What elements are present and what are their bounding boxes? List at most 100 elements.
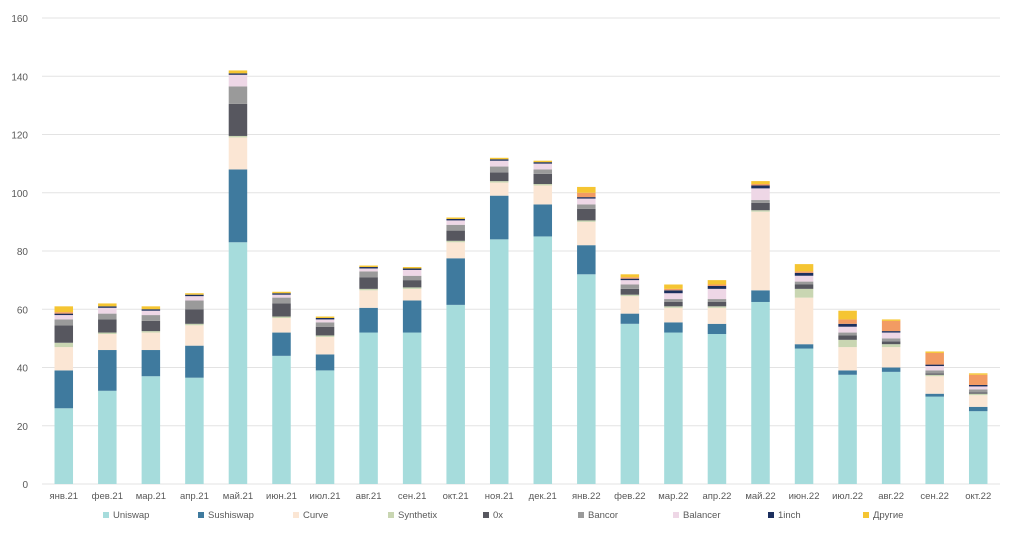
bar-segment <box>881 347 901 368</box>
bar-segment <box>315 354 335 371</box>
bar-stack <box>359 265 378 484</box>
bar-segment <box>925 370 944 374</box>
bar-segment <box>838 370 857 375</box>
bar-segment <box>315 326 335 336</box>
bar-stack <box>794 264 814 484</box>
bar-segment <box>446 258 465 305</box>
bar-segment <box>185 377 204 484</box>
bar-segment <box>577 192 596 198</box>
bar-segment <box>751 185 770 189</box>
legend-label: Curve <box>303 510 328 521</box>
legend-item: Bancor <box>578 510 618 521</box>
bar-segment <box>54 313 74 316</box>
bar-segment <box>272 294 291 298</box>
bar-segment <box>968 411 988 484</box>
bar-segment <box>925 393 944 397</box>
bar-segment <box>794 275 814 282</box>
bar-segment <box>751 210 770 212</box>
bar-segment <box>185 296 204 301</box>
legend: Uniswap Sushiswap Curve Synthetix 0x Bancor Ba… <box>103 510 903 521</box>
bar-segment <box>620 323 640 484</box>
bar-segment <box>141 306 161 310</box>
bar-segment <box>98 332 117 335</box>
bar-stack <box>925 351 944 484</box>
bar-segment <box>707 285 727 289</box>
legend-swatch <box>673 512 679 518</box>
bar-segment <box>185 323 204 326</box>
bar-segment <box>446 218 465 221</box>
bar-segment <box>925 364 944 367</box>
bar-segment <box>54 325 74 343</box>
bar-segment <box>489 239 509 484</box>
bar-segment <box>315 317 335 320</box>
legend-label: Sushiswap <box>208 510 254 521</box>
bar-segment <box>402 267 422 269</box>
bar-segment <box>577 208 596 221</box>
bar-segment <box>141 320 161 332</box>
bar-segment <box>228 73 248 75</box>
bar-stack <box>141 306 161 484</box>
bar-segment <box>794 284 814 289</box>
bar-segment <box>141 310 161 316</box>
bar-segment <box>577 198 596 205</box>
legend-item: Sushiswap <box>198 510 254 521</box>
bar-stack <box>315 316 335 484</box>
bar-segment <box>707 284 727 286</box>
bar-segment <box>664 284 683 289</box>
bar-segment <box>881 320 901 332</box>
bar-segment <box>533 169 553 174</box>
legend-label: 0x <box>493 510 503 521</box>
bar-segment <box>141 331 161 333</box>
y-tick-label: 120 <box>11 131 28 142</box>
bar-segment <box>664 322 683 333</box>
bar-segment <box>881 341 901 345</box>
bar-segment <box>272 303 291 317</box>
bar-segment <box>751 181 770 185</box>
bar-stack <box>228 70 248 484</box>
bar-segment <box>315 370 335 484</box>
bar-segment <box>838 332 857 336</box>
bar-segment <box>620 280 640 285</box>
bar-segment <box>838 374 857 484</box>
bar-segment <box>98 307 117 314</box>
legend-swatch <box>863 512 869 518</box>
bar-segment <box>272 297 291 304</box>
bar-segment <box>620 313 640 324</box>
bar-stack <box>664 284 683 484</box>
bar-segment <box>315 319 335 323</box>
bar-segment <box>968 393 988 396</box>
legend-label: Bancor <box>588 510 618 521</box>
x-tick-label: фев.22 <box>614 491 645 502</box>
bar-segment <box>968 406 988 412</box>
bar-segment <box>577 221 596 246</box>
bar-segment <box>402 275 422 281</box>
bar-segment <box>228 169 248 243</box>
bar-segment <box>98 390 117 484</box>
bar-stack <box>402 267 422 484</box>
bar-segment <box>925 352 944 365</box>
bar-segment <box>489 182 509 196</box>
bar-segment <box>664 301 683 307</box>
bar-segment <box>620 277 640 279</box>
bar-segment <box>794 281 814 285</box>
bar-segment <box>664 332 683 484</box>
bar-segment <box>577 197 596 199</box>
bar-segment <box>620 288 640 295</box>
bar-segment <box>881 344 901 348</box>
bar-segment <box>533 184 553 186</box>
bar-segment <box>489 181 509 183</box>
bar-segment <box>664 299 683 302</box>
x-tick-label: авг.21 <box>356 491 382 502</box>
bar-segment <box>794 348 814 484</box>
legend-item: Synthetix <box>388 510 437 521</box>
bar-segment <box>359 307 378 333</box>
bar-segment <box>228 135 248 138</box>
bar-stack <box>272 291 291 484</box>
bar-segment <box>707 323 727 335</box>
bar-segment <box>272 332 291 356</box>
bar-segment <box>751 200 770 203</box>
y-tick-label: 0 <box>22 480 28 491</box>
legend-label: Uniswap <box>113 510 149 521</box>
x-tick-label: фев.21 <box>92 491 123 502</box>
bar-segment <box>664 288 683 291</box>
